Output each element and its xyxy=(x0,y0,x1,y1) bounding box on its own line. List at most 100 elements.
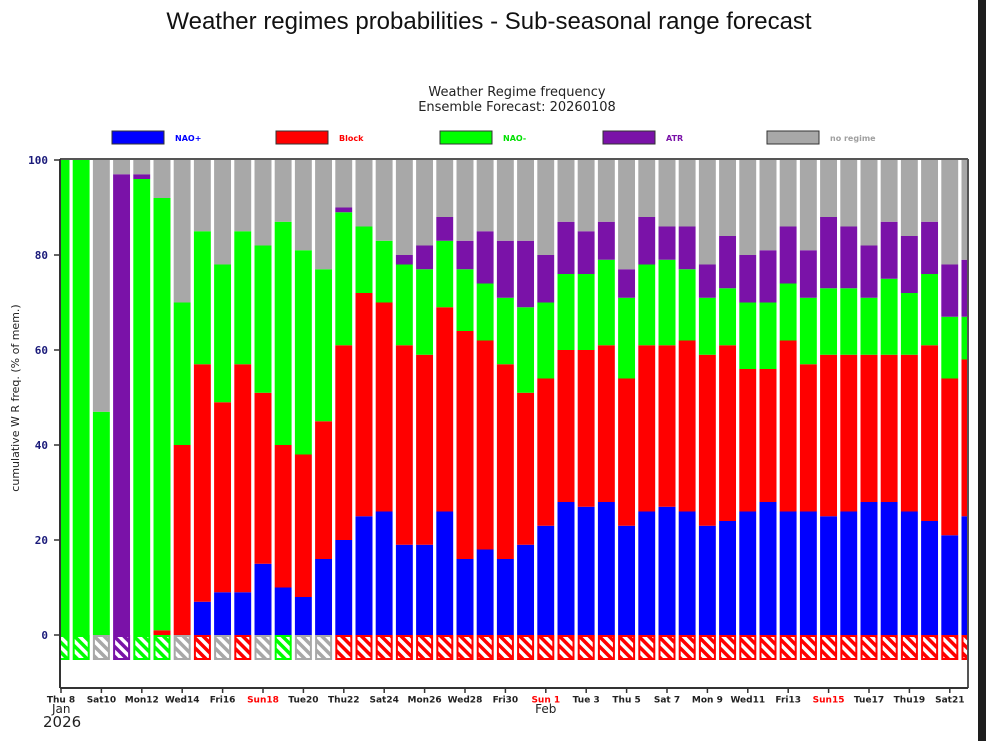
x-tick-label: Fri16 xyxy=(210,696,236,706)
x-tick-label: Tue 3 xyxy=(573,696,600,706)
bar-segment-block xyxy=(274,445,292,588)
bar-segment-block xyxy=(961,359,968,517)
bar-gap xyxy=(736,160,740,635)
bar-segment-atr xyxy=(739,255,757,303)
dominant-regime-box xyxy=(113,635,131,660)
dominant-regime-box xyxy=(799,635,817,660)
bar-segment-nao- xyxy=(193,601,211,635)
bar-segment-block xyxy=(537,378,555,526)
bar-segment-no-regime xyxy=(92,160,110,412)
bar-segment-no-regime xyxy=(133,160,151,175)
bar-stack xyxy=(436,160,457,635)
x-tick-label: Wed28 xyxy=(448,696,483,706)
bar-segment-nao- xyxy=(355,226,373,293)
bar-segment-no-regime xyxy=(416,160,434,246)
bar-segment-no-regime xyxy=(860,160,878,246)
dominant-regime-box xyxy=(719,635,737,660)
bar-segment-nao- xyxy=(961,316,968,360)
bar-segment-block xyxy=(658,345,676,507)
bar-gap xyxy=(756,160,760,635)
bar-segment-nao- xyxy=(294,250,312,455)
bar-gap xyxy=(513,160,518,635)
bar-gap xyxy=(554,160,558,635)
bar-stack xyxy=(941,160,962,635)
bar-segment-no-regime xyxy=(759,160,777,251)
bar-segment-nao- xyxy=(254,563,272,635)
bar-segment-nao- xyxy=(860,297,878,355)
bar-segment-atr xyxy=(476,231,494,284)
bar-segment-no-regime xyxy=(557,160,575,222)
bar-segment-block xyxy=(921,345,939,521)
legend-label: ATR xyxy=(666,134,683,143)
bar-segment-no-regime xyxy=(254,160,272,246)
bar-segment-atr xyxy=(113,174,131,635)
bar-segment-block xyxy=(335,345,353,540)
bar-segment-atr xyxy=(557,221,575,274)
x-tick-label: Fri30 xyxy=(493,696,519,706)
bar-stack xyxy=(315,160,336,635)
bar-segment-atr xyxy=(416,245,434,270)
bar-segment-no-regime xyxy=(193,160,211,232)
bar-segment-nao- xyxy=(638,264,656,346)
bar-stack xyxy=(60,160,73,635)
bar-segment-nao- xyxy=(658,506,676,635)
bar-segment-nao- xyxy=(395,264,413,346)
bar-gap xyxy=(473,160,477,635)
bar-segment-block xyxy=(153,630,171,635)
legend-swatch-nao- xyxy=(439,130,493,145)
bar-segment-nao- xyxy=(698,525,716,635)
dominant-regime-box xyxy=(335,635,353,660)
legend-swatch-atr xyxy=(602,130,656,145)
bar-segment-atr xyxy=(900,236,918,293)
bar-segment-nao- xyxy=(395,544,413,635)
bar-segment-nao- xyxy=(153,198,171,631)
bar-stack xyxy=(355,160,376,635)
x-tick-label: Mon12 xyxy=(125,696,159,706)
legend-label: NAO+ xyxy=(175,134,201,143)
bar-gap xyxy=(433,160,437,635)
bar-segment-nao- xyxy=(375,240,393,303)
dominant-regime-box xyxy=(880,635,898,660)
bar-segment-block xyxy=(820,354,838,517)
bar-segment-atr xyxy=(961,259,968,317)
bar-segment-nao- xyxy=(921,274,939,346)
bar-segment-atr xyxy=(759,250,777,303)
x-tick-label: Sun15 xyxy=(813,696,845,706)
x-tick-label: Sat 7 xyxy=(654,696,680,706)
dominant-regime-box xyxy=(900,635,918,660)
bar-segment-nao- xyxy=(941,535,959,635)
bar-segment-atr xyxy=(799,250,817,298)
bar-segment-nao- xyxy=(274,587,292,635)
bar-gap xyxy=(938,160,942,635)
bar-segment-block xyxy=(355,293,373,517)
bar-segment-nao- xyxy=(416,544,434,635)
dominant-regime-box xyxy=(860,635,878,660)
bar-stack xyxy=(294,160,316,635)
bar-segment-nao- xyxy=(779,511,797,635)
x-tick-label: Sun 1 xyxy=(531,696,560,706)
bar-stack xyxy=(658,160,679,635)
bar-segment-nao- xyxy=(799,297,817,365)
dominant-regime-box xyxy=(436,635,454,660)
bar-segment-no-regime xyxy=(436,160,454,217)
bar-segment-block xyxy=(840,354,858,512)
bar-segment-atr xyxy=(335,207,353,213)
bar-segment-nao- xyxy=(880,502,898,635)
bar-segment-block xyxy=(779,340,797,512)
bar-stack xyxy=(234,160,255,635)
bar-segment-nao- xyxy=(921,521,939,635)
bar-segment-nao- xyxy=(234,231,252,365)
bar-stack xyxy=(153,160,174,635)
bar-segment-block xyxy=(597,345,615,502)
dominant-regime-box xyxy=(355,635,373,660)
bar-stack xyxy=(476,160,497,635)
bar-segment-no-regime xyxy=(113,160,131,175)
dominant-regime-box xyxy=(658,635,676,660)
bar-segment-block xyxy=(173,445,191,635)
bar-segment-no-regime xyxy=(799,160,817,251)
x-tick-label: Thu 8 xyxy=(47,696,75,706)
legend-swatch-block xyxy=(275,130,329,145)
bar-gap xyxy=(574,160,578,635)
bar-segment-nao- xyxy=(335,212,353,346)
x-tick-label: Wed14 xyxy=(165,696,200,706)
